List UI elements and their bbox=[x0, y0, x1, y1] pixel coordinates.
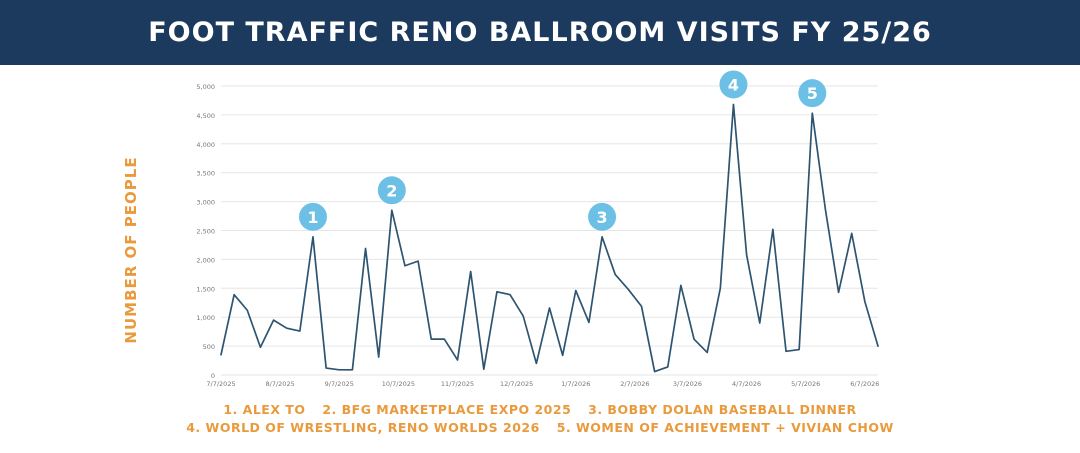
annotation-label: 5 bbox=[807, 84, 818, 103]
y-tick-label: 5,000 bbox=[196, 83, 215, 91]
x-tick-label: 10/7/2025 bbox=[382, 380, 415, 388]
x-tick-label: 1/7/2026 bbox=[561, 380, 590, 388]
annotation-marker bbox=[377, 176, 406, 205]
x-tick-label: 9/7/2025 bbox=[325, 380, 354, 388]
caption-line-2: 4. WORLD OF WRESTLING, RENO WORLDS 2026 … bbox=[0, 420, 1080, 435]
y-tick-label: 0 bbox=[211, 372, 215, 380]
annotation-label: 4 bbox=[728, 75, 739, 94]
caption-item-1: 1. ALEX TO bbox=[223, 402, 306, 417]
y-tick-label: 3,500 bbox=[196, 170, 215, 178]
chart-title: FOOT TRAFFIC RENO BALLROOM VISITS FY 25/… bbox=[148, 17, 932, 48]
chart-series bbox=[220, 103, 879, 373]
x-tick-label: 11/7/2025 bbox=[441, 380, 474, 388]
y-tick-label: 500 bbox=[203, 343, 215, 351]
x-tick-label: 4/7/2026 bbox=[732, 380, 761, 388]
caption-item-4: 4. WORLD OF WRESTLING, RENO WORLDS 2026 bbox=[186, 420, 540, 435]
y-tick-label: 1,000 bbox=[196, 314, 215, 322]
y-tick-label: 2,000 bbox=[196, 256, 215, 264]
chart-grid bbox=[221, 85, 878, 376]
caption-item-5: 5. WOMEN OF ACHIEVEMENT + VIVIAN CHOW bbox=[556, 420, 894, 435]
x-tick-label: 12/7/2025 bbox=[500, 380, 533, 388]
y-tick-label: 4,500 bbox=[196, 112, 215, 120]
x-tick-label: 5/7/2026 bbox=[791, 380, 820, 388]
series-line bbox=[220, 103, 879, 373]
annotation-marker bbox=[719, 70, 748, 99]
caption-item-3: 3. BOBBY DOLAN BASEBALL DINNER bbox=[588, 402, 857, 417]
y-tick-label: 3,000 bbox=[196, 199, 215, 207]
chart-annotations: 1 2 3 4 5 bbox=[298, 70, 827, 231]
annotation-marker bbox=[298, 202, 327, 231]
caption-line-1: 1. ALEX TO 2. BFG MARKETPLACE EXPO 2025 … bbox=[0, 402, 1080, 417]
y-tick-label: 1,500 bbox=[196, 285, 215, 293]
x-tick-label: 2/7/2026 bbox=[620, 380, 649, 388]
x-tick-label: 3/7/2026 bbox=[673, 380, 702, 388]
x-tick-label: 6/7/2026 bbox=[850, 380, 879, 388]
y-axis-ticks: 0 500 1,000 1,500 2,000 2,500 3,000 3,500 4,000 4… bbox=[196, 83, 215, 380]
title-banner: FOOT TRAFFIC RENO BALLROOM VISITS FY 25/… bbox=[0, 0, 1080, 65]
x-tick-label: 7/7/2025 bbox=[206, 380, 235, 388]
annotation-marker bbox=[588, 202, 617, 231]
x-axis-ticks: 7/7/2025 8/7/2025 9/7/2025 10/7/2025 11/7/20… bbox=[206, 380, 879, 388]
y-tick-label: 2,500 bbox=[196, 228, 215, 236]
caption-item-2: 2. BFG MARKETPLACE EXPO 2025 bbox=[322, 402, 572, 417]
annotation-marker bbox=[798, 79, 827, 108]
annotation-label: 2 bbox=[386, 181, 397, 200]
y-tick-label: 4,000 bbox=[196, 141, 215, 149]
annotation-label: 3 bbox=[596, 208, 607, 227]
x-tick-label: 8/7/2025 bbox=[266, 380, 295, 388]
annotation-label: 1 bbox=[307, 208, 318, 227]
